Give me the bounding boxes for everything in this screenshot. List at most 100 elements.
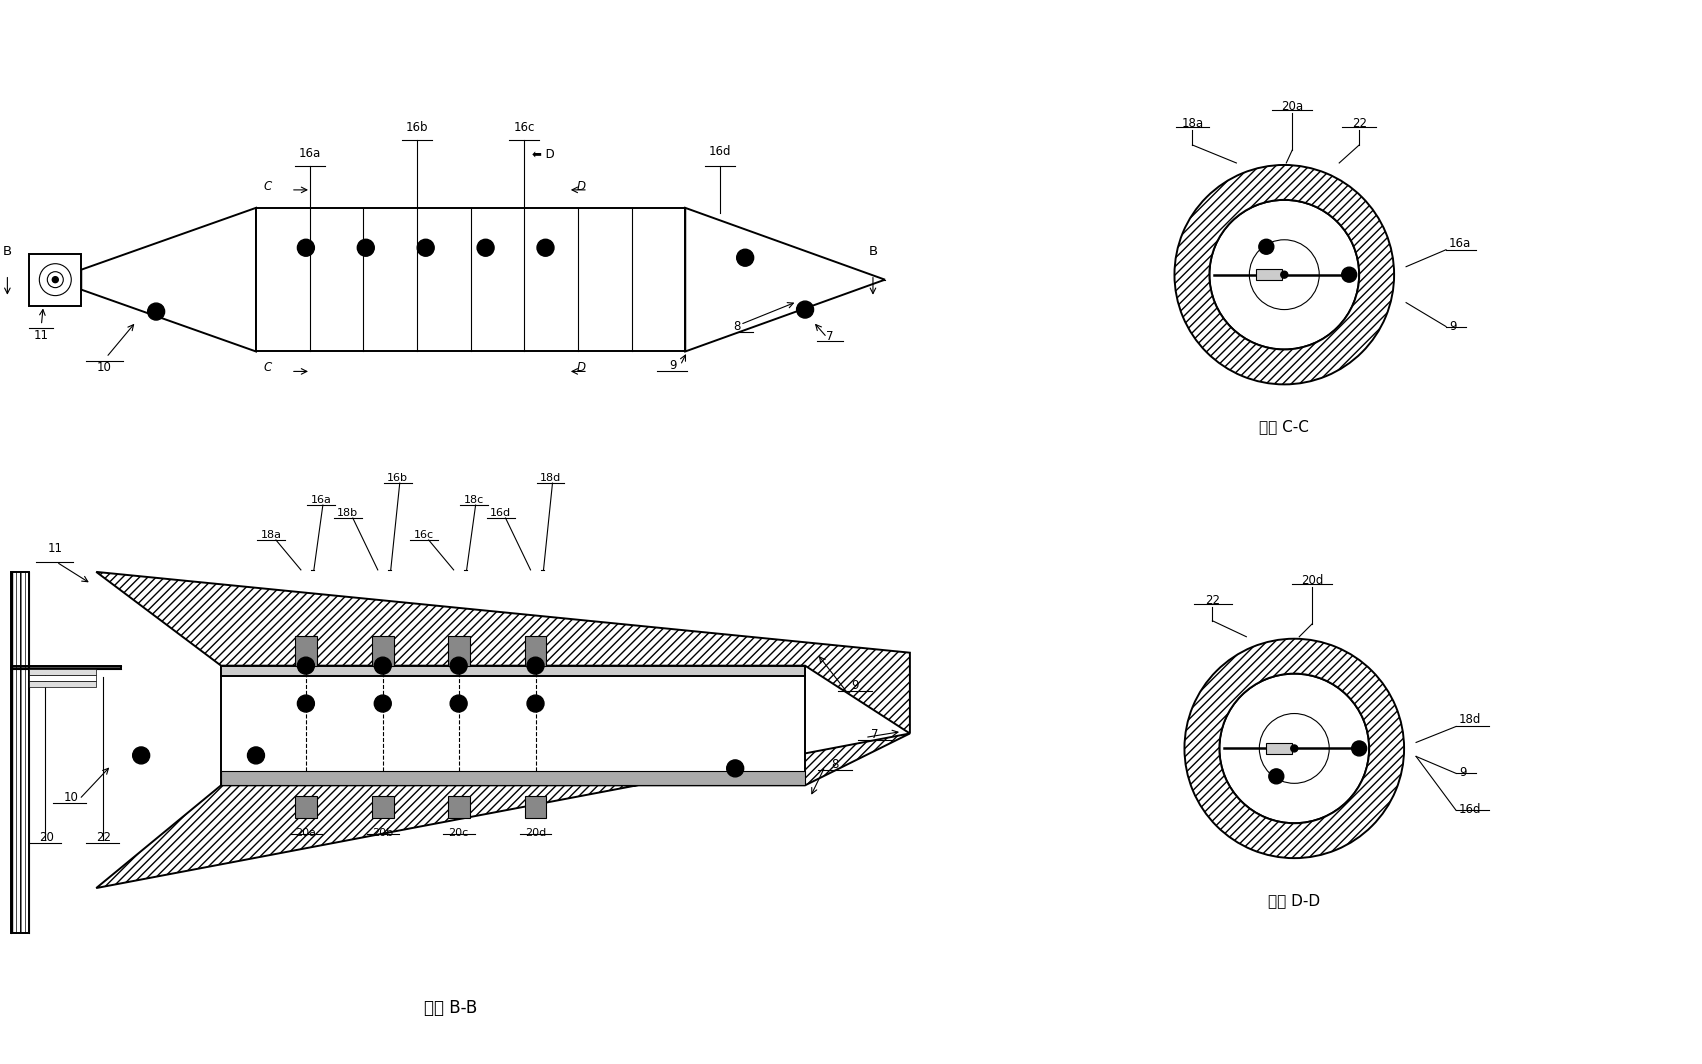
Circle shape	[737, 249, 754, 266]
Bar	[29, 675, 97, 681]
Text: 16d: 16d	[1459, 803, 1481, 816]
Text: 20d: 20d	[1300, 573, 1324, 587]
Bar	[221, 666, 805, 676]
Text: C: C	[264, 180, 272, 193]
Circle shape	[417, 239, 434, 256]
Bar	[371, 635, 393, 666]
Circle shape	[1290, 745, 1297, 752]
Bar	[255, 207, 686, 351]
Circle shape	[797, 301, 814, 318]
Bar	[221, 771, 805, 785]
Text: 10: 10	[65, 792, 78, 804]
Text: 7: 7	[825, 330, 834, 343]
Text: 10: 10	[97, 362, 112, 375]
Text: D: D	[577, 362, 585, 375]
Text: 16c: 16c	[514, 121, 534, 134]
Circle shape	[1219, 674, 1368, 824]
Circle shape	[247, 747, 264, 764]
Text: C: C	[264, 362, 272, 375]
Bar	[221, 666, 805, 785]
Text: 18b: 18b	[337, 508, 359, 518]
Text: 18a: 18a	[260, 530, 281, 541]
Circle shape	[528, 658, 545, 675]
Circle shape	[1259, 714, 1329, 783]
Bar	[29, 668, 97, 675]
Text: 16b: 16b	[405, 121, 429, 134]
Circle shape	[53, 277, 58, 283]
Bar	[1266, 743, 1292, 754]
Text: 16b: 16b	[388, 473, 408, 483]
Circle shape	[133, 747, 150, 764]
Text: B: B	[3, 245, 12, 257]
Text: 16d: 16d	[490, 508, 511, 518]
Circle shape	[298, 658, 315, 675]
Text: 20: 20	[39, 831, 54, 844]
Text: B: B	[868, 245, 878, 257]
Circle shape	[538, 239, 553, 256]
Text: 18d: 18d	[1459, 714, 1481, 727]
Bar	[29, 253, 82, 305]
Bar	[1256, 269, 1282, 280]
Bar	[448, 635, 470, 666]
Bar	[524, 796, 546, 818]
Circle shape	[1210, 200, 1360, 349]
Text: 22: 22	[1205, 594, 1220, 606]
Circle shape	[148, 303, 165, 320]
Wedge shape	[1174, 165, 1394, 384]
Bar	[29, 681, 97, 686]
Text: 9: 9	[851, 679, 860, 692]
Circle shape	[1268, 769, 1283, 784]
Text: 20c: 20c	[449, 828, 468, 838]
Circle shape	[727, 760, 744, 777]
Circle shape	[48, 271, 63, 287]
Text: 7: 7	[871, 729, 878, 742]
Circle shape	[357, 239, 374, 256]
Circle shape	[1351, 741, 1367, 755]
Text: 22: 22	[1351, 117, 1367, 130]
Circle shape	[449, 695, 466, 712]
Text: 18d: 18d	[540, 473, 562, 483]
Text: 16c: 16c	[414, 530, 434, 541]
Text: 18c: 18c	[463, 495, 483, 505]
Text: D: D	[577, 180, 585, 193]
Bar	[524, 635, 546, 666]
Polygon shape	[82, 207, 255, 351]
Text: 9: 9	[669, 360, 677, 372]
Wedge shape	[1185, 638, 1404, 859]
Text: 剖面 B-B: 剖面 B-B	[424, 999, 477, 1017]
Circle shape	[39, 264, 71, 296]
Text: 9: 9	[1448, 319, 1457, 333]
Text: 11: 11	[48, 542, 63, 555]
Bar	[294, 796, 317, 818]
Bar	[371, 796, 393, 818]
Text: 16a: 16a	[310, 495, 332, 505]
Text: 16a: 16a	[298, 147, 320, 160]
Text: 20a: 20a	[296, 828, 317, 838]
Circle shape	[1341, 267, 1356, 282]
Circle shape	[1282, 271, 1288, 278]
Circle shape	[298, 695, 315, 712]
Text: 11: 11	[34, 329, 49, 342]
Circle shape	[374, 658, 391, 675]
Bar	[12, 571, 29, 933]
Text: 剖面 D-D: 剖面 D-D	[1268, 893, 1321, 908]
Circle shape	[374, 695, 391, 712]
Text: ⬅ D: ⬅ D	[531, 148, 555, 161]
Text: 16a: 16a	[1448, 237, 1471, 250]
Text: 20a: 20a	[1282, 100, 1304, 113]
Circle shape	[477, 239, 494, 256]
Text: 20d: 20d	[524, 828, 546, 838]
Bar	[12, 666, 121, 668]
Text: 8: 8	[734, 319, 740, 333]
Text: 剖面 C-C: 剖面 C-C	[1259, 419, 1309, 434]
Text: 20b: 20b	[373, 828, 393, 838]
Text: 9: 9	[1459, 766, 1467, 779]
Circle shape	[1249, 239, 1319, 310]
Text: 8: 8	[831, 759, 839, 771]
Circle shape	[298, 239, 315, 256]
Circle shape	[449, 658, 466, 675]
Bar	[294, 635, 317, 666]
Polygon shape	[686, 207, 885, 351]
Circle shape	[1259, 239, 1273, 254]
Bar	[448, 796, 470, 818]
